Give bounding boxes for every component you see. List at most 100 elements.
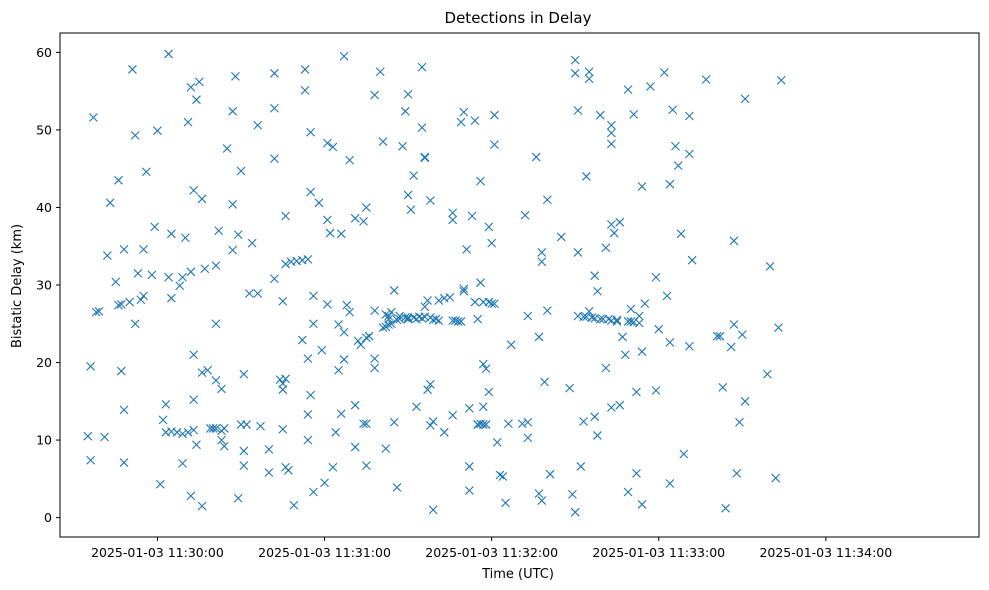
data-point xyxy=(776,75,786,85)
data-point xyxy=(637,500,647,509)
data-point xyxy=(726,342,736,352)
x-tick-label: 2025-01-03 11:32:00 xyxy=(425,545,558,560)
data-point xyxy=(164,272,173,282)
data-point xyxy=(545,469,555,479)
data-point xyxy=(203,365,212,375)
data-point xyxy=(178,272,187,282)
data-point xyxy=(211,424,221,433)
data-point xyxy=(197,194,207,204)
data-point xyxy=(306,127,316,137)
data-point xyxy=(540,377,549,387)
data-point xyxy=(278,424,288,434)
data-point xyxy=(607,139,616,149)
data-point xyxy=(183,117,193,127)
data-point xyxy=(487,299,497,308)
y-tick-label: 10 xyxy=(36,433,52,448)
data-point xyxy=(498,472,508,481)
data-point xyxy=(406,205,416,215)
data-point xyxy=(114,300,123,310)
data-point xyxy=(322,299,332,309)
data-point xyxy=(645,82,655,91)
data-point xyxy=(189,350,199,360)
data-point xyxy=(712,331,722,341)
data-point xyxy=(214,226,224,236)
data-point xyxy=(233,230,243,239)
data-point xyxy=(573,106,583,115)
data-point xyxy=(387,319,396,329)
data-point xyxy=(211,261,221,271)
data-point xyxy=(579,417,588,426)
data-point xyxy=(211,319,221,329)
data-point xyxy=(342,300,352,310)
y-tick-label: 60 xyxy=(36,45,52,60)
data-point xyxy=(662,291,672,301)
data-point xyxy=(150,222,160,232)
data-point xyxy=(593,431,602,440)
data-point xyxy=(192,95,201,105)
data-point xyxy=(737,330,747,340)
data-point xyxy=(322,138,332,148)
data-point xyxy=(384,311,394,321)
data-point xyxy=(632,387,641,397)
data-point xyxy=(303,255,313,264)
data-point xyxy=(256,421,265,431)
data-point xyxy=(423,296,432,305)
data-point xyxy=(735,417,744,427)
data-point xyxy=(771,473,781,483)
data-point xyxy=(701,75,711,84)
y-tick-label: 0 xyxy=(44,510,52,525)
data-point xyxy=(270,154,279,164)
data-point xyxy=(345,155,355,165)
data-point xyxy=(350,213,360,223)
data-point xyxy=(420,153,430,163)
data-point xyxy=(568,489,577,499)
data-point xyxy=(595,110,605,120)
data-point xyxy=(130,130,140,140)
data-point xyxy=(339,51,349,61)
data-point xyxy=(615,217,625,227)
data-point xyxy=(392,482,402,492)
data-point xyxy=(490,299,499,308)
data-point xyxy=(459,284,469,294)
data-point xyxy=(665,479,675,488)
data-point xyxy=(161,400,171,409)
data-point xyxy=(136,295,146,305)
data-point xyxy=(119,458,129,467)
data-point xyxy=(94,306,104,316)
data-point xyxy=(175,281,185,291)
data-point xyxy=(668,105,678,115)
data-point xyxy=(576,462,586,471)
data-point xyxy=(501,498,510,508)
data-point xyxy=(570,507,580,517)
data-point xyxy=(231,72,240,81)
data-point xyxy=(467,211,477,221)
data-point xyxy=(219,441,229,451)
data-point xyxy=(309,487,318,497)
data-point xyxy=(283,465,293,475)
data-point xyxy=(464,462,474,471)
data-point xyxy=(370,354,380,364)
data-point xyxy=(119,244,129,254)
data-point xyxy=(587,313,597,322)
data-point xyxy=(604,314,614,324)
data-point xyxy=(89,113,98,122)
data-point xyxy=(303,410,313,419)
data-point xyxy=(381,444,391,453)
data-point xyxy=(618,332,627,342)
data-point xyxy=(91,307,101,317)
data-point xyxy=(219,424,229,433)
data-point xyxy=(189,395,199,405)
data-point xyxy=(155,479,165,489)
data-point xyxy=(378,323,388,333)
data-point xyxy=(478,359,488,369)
data-point xyxy=(320,478,329,488)
data-point xyxy=(615,400,625,410)
data-point xyxy=(520,210,530,220)
data-point xyxy=(490,110,499,120)
data-point xyxy=(197,501,207,511)
data-point xyxy=(192,440,201,450)
data-point xyxy=(289,500,299,510)
data-point xyxy=(632,469,641,478)
data-point xyxy=(306,390,316,400)
data-point xyxy=(556,232,566,242)
